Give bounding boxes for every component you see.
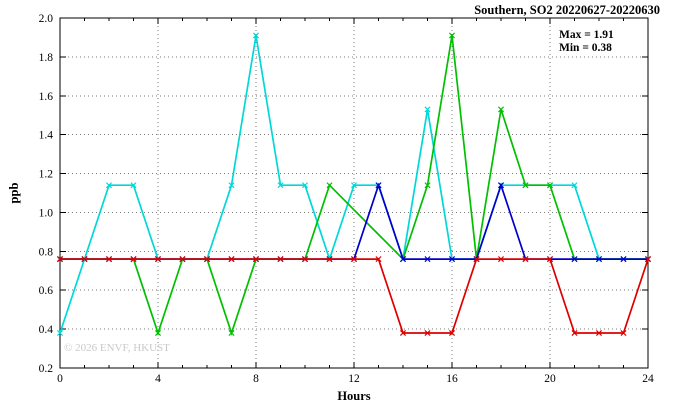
x-tick-label: 12 bbox=[348, 373, 360, 385]
x-tick-label: 0 bbox=[57, 373, 63, 385]
x-tick-label: 24 bbox=[642, 373, 654, 385]
x-tick-label: 16 bbox=[446, 373, 458, 385]
y-tick-label: 0.6 bbox=[39, 285, 54, 297]
min-annotation: Min = 0.38 bbox=[559, 42, 612, 54]
y-tick-label: 0.8 bbox=[39, 246, 54, 258]
x-axis-label: Hours bbox=[337, 389, 371, 403]
max-annotation: Max = 1.91 bbox=[559, 29, 614, 41]
y-tick-label: 0.2 bbox=[39, 363, 54, 375]
y-tick-label: 1.0 bbox=[39, 207, 54, 219]
markers-red-series bbox=[56, 256, 652, 337]
y-tick-label: 1.6 bbox=[39, 91, 54, 103]
x-tick-label: 4 bbox=[155, 373, 161, 385]
watermark: © 2026 ENVF, HKUST bbox=[64, 342, 170, 354]
y-tick-label: 2.0 bbox=[39, 13, 54, 25]
y-tick-label: 1.8 bbox=[39, 52, 54, 64]
x-tick-label: 8 bbox=[253, 373, 259, 385]
y-axis-label: ppb bbox=[7, 182, 21, 204]
y-tick-label: 1.2 bbox=[39, 169, 54, 181]
y-tick-label: 0.4 bbox=[39, 324, 54, 336]
x-tick-label: 20 bbox=[544, 373, 556, 385]
y-tick-label: 1.4 bbox=[39, 130, 54, 142]
chart-title: Southern, SO2 20220627-20220630 bbox=[474, 3, 660, 17]
